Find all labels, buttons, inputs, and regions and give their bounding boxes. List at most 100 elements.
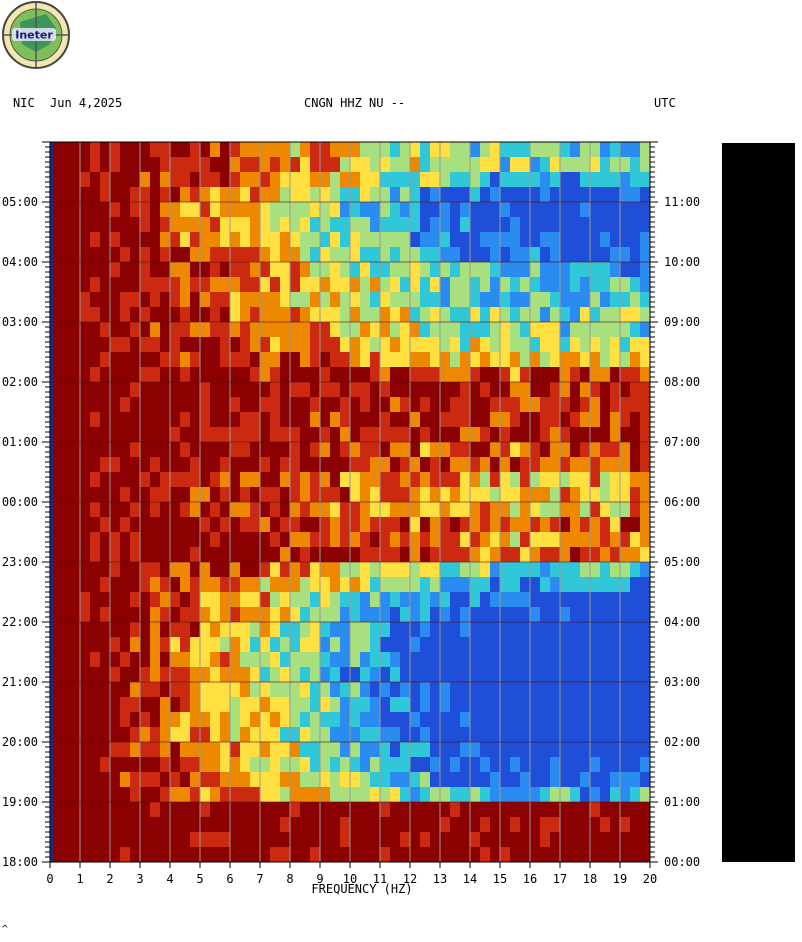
- heatmap-cell: [450, 472, 460, 487]
- heatmap-cell: [580, 562, 590, 577]
- heatmap-cell: [380, 277, 390, 292]
- heatmap-cell: [330, 352, 340, 367]
- heatmap-cell: [460, 577, 470, 592]
- heatmap-cell: [430, 427, 440, 442]
- heatmap-cell: [600, 232, 610, 247]
- heatmap-cell: [230, 262, 240, 277]
- heatmap-cell: [200, 232, 210, 247]
- heatmap-cell: [370, 352, 380, 367]
- heatmap-cell: [430, 502, 440, 517]
- heatmap-cell: [500, 442, 510, 457]
- heatmap-cell: [260, 367, 270, 382]
- heatmap-cell: [360, 802, 370, 817]
- heatmap-cell: [100, 292, 110, 307]
- heatmap-cell: [620, 682, 630, 697]
- heatmap-cell: [520, 787, 530, 802]
- heatmap-cell: [550, 367, 560, 382]
- heatmap-cell: [610, 847, 620, 862]
- heatmap-cell: [340, 487, 350, 502]
- heatmap-cell: [340, 172, 350, 187]
- heatmap-cell: [270, 622, 280, 637]
- heatmap-cell: [530, 502, 540, 517]
- heatmap-cell: [170, 757, 180, 772]
- heatmap-cell: [350, 517, 360, 532]
- heatmap-cell: [170, 562, 180, 577]
- heatmap-cell: [540, 772, 550, 787]
- heatmap-cell: [260, 322, 270, 337]
- heatmap-cell: [360, 517, 370, 532]
- heatmap-cell: [370, 667, 380, 682]
- heatmap-cell: [420, 397, 430, 412]
- heatmap-cell: [310, 217, 320, 232]
- heatmap-cell: [150, 472, 160, 487]
- heatmap-cell: [250, 772, 260, 787]
- heatmap-cell: [80, 652, 90, 667]
- heatmap-cell: [470, 277, 480, 292]
- heatmap-cell: [90, 607, 100, 622]
- heatmap-cell: [590, 382, 600, 397]
- heatmap-cell: [380, 817, 390, 832]
- heatmap-cell: [630, 442, 640, 457]
- heatmap-cell: [580, 532, 590, 547]
- heatmap-cell: [190, 397, 200, 412]
- heatmap-cell: [300, 262, 310, 277]
- heatmap-cell: [400, 607, 410, 622]
- heatmap-cell: [490, 397, 500, 412]
- heatmap-cell: [410, 607, 420, 622]
- heatmap-cell: [600, 667, 610, 682]
- heatmap-cell: [320, 487, 330, 502]
- heatmap-cell: [380, 712, 390, 727]
- heatmap-cell: [630, 397, 640, 412]
- heatmap-cell: [450, 847, 460, 862]
- heatmap-cell: [260, 172, 270, 187]
- heatmap-cell: [440, 727, 450, 742]
- heatmap-cell: [240, 502, 250, 517]
- heatmap-cell: [140, 217, 150, 232]
- heatmap-cell: [290, 622, 300, 637]
- heatmap-cell: [220, 382, 230, 397]
- heatmap-cell: [240, 412, 250, 427]
- heatmap-cell: [320, 517, 330, 532]
- heatmap-cell: [370, 472, 380, 487]
- heatmap-cell: [510, 232, 520, 247]
- heatmap-cell: [510, 247, 520, 262]
- heatmap-cell: [540, 202, 550, 217]
- heatmap-cell: [150, 817, 160, 832]
- heatmap-cell: [450, 757, 460, 772]
- heatmap-cell: [380, 742, 390, 757]
- heatmap-cell: [230, 487, 240, 502]
- heatmap-cell: [280, 142, 290, 157]
- heatmap-cell: [250, 472, 260, 487]
- heatmap-cell: [580, 292, 590, 307]
- heatmap-cell: [580, 337, 590, 352]
- heatmap-cell: [510, 157, 520, 172]
- heatmap-cell: [560, 142, 570, 157]
- heatmap-cell: [270, 382, 280, 397]
- heatmap-cell: [640, 397, 650, 412]
- left-time-label: 18:00: [2, 855, 38, 869]
- heatmap-cell: [100, 787, 110, 802]
- heatmap-cell: [140, 277, 150, 292]
- heatmap-cell: [360, 457, 370, 472]
- right-time-label: 05:00: [664, 555, 700, 569]
- heatmap-cell: [190, 382, 200, 397]
- heatmap-cell: [440, 217, 450, 232]
- heatmap-cell: [340, 817, 350, 832]
- heatmap-cell: [490, 562, 500, 577]
- heatmap-cell: [100, 607, 110, 622]
- heatmap-cell: [520, 562, 530, 577]
- heatmap-cell: [270, 547, 280, 562]
- heatmap-cell: [110, 787, 120, 802]
- heatmap-cell: [390, 322, 400, 337]
- heatmap-cell: [580, 757, 590, 772]
- heatmap-cell: [150, 742, 160, 757]
- heatmap-cell: [630, 547, 640, 562]
- heatmap-cell: [560, 322, 570, 337]
- heatmap-cell: [110, 172, 120, 187]
- heatmap-cell: [550, 292, 560, 307]
- heatmap-cell: [560, 202, 570, 217]
- heatmap-cell: [560, 727, 570, 742]
- heatmap-cell: [390, 772, 400, 787]
- heatmap-cell: [290, 352, 300, 367]
- heatmap-cell: [170, 772, 180, 787]
